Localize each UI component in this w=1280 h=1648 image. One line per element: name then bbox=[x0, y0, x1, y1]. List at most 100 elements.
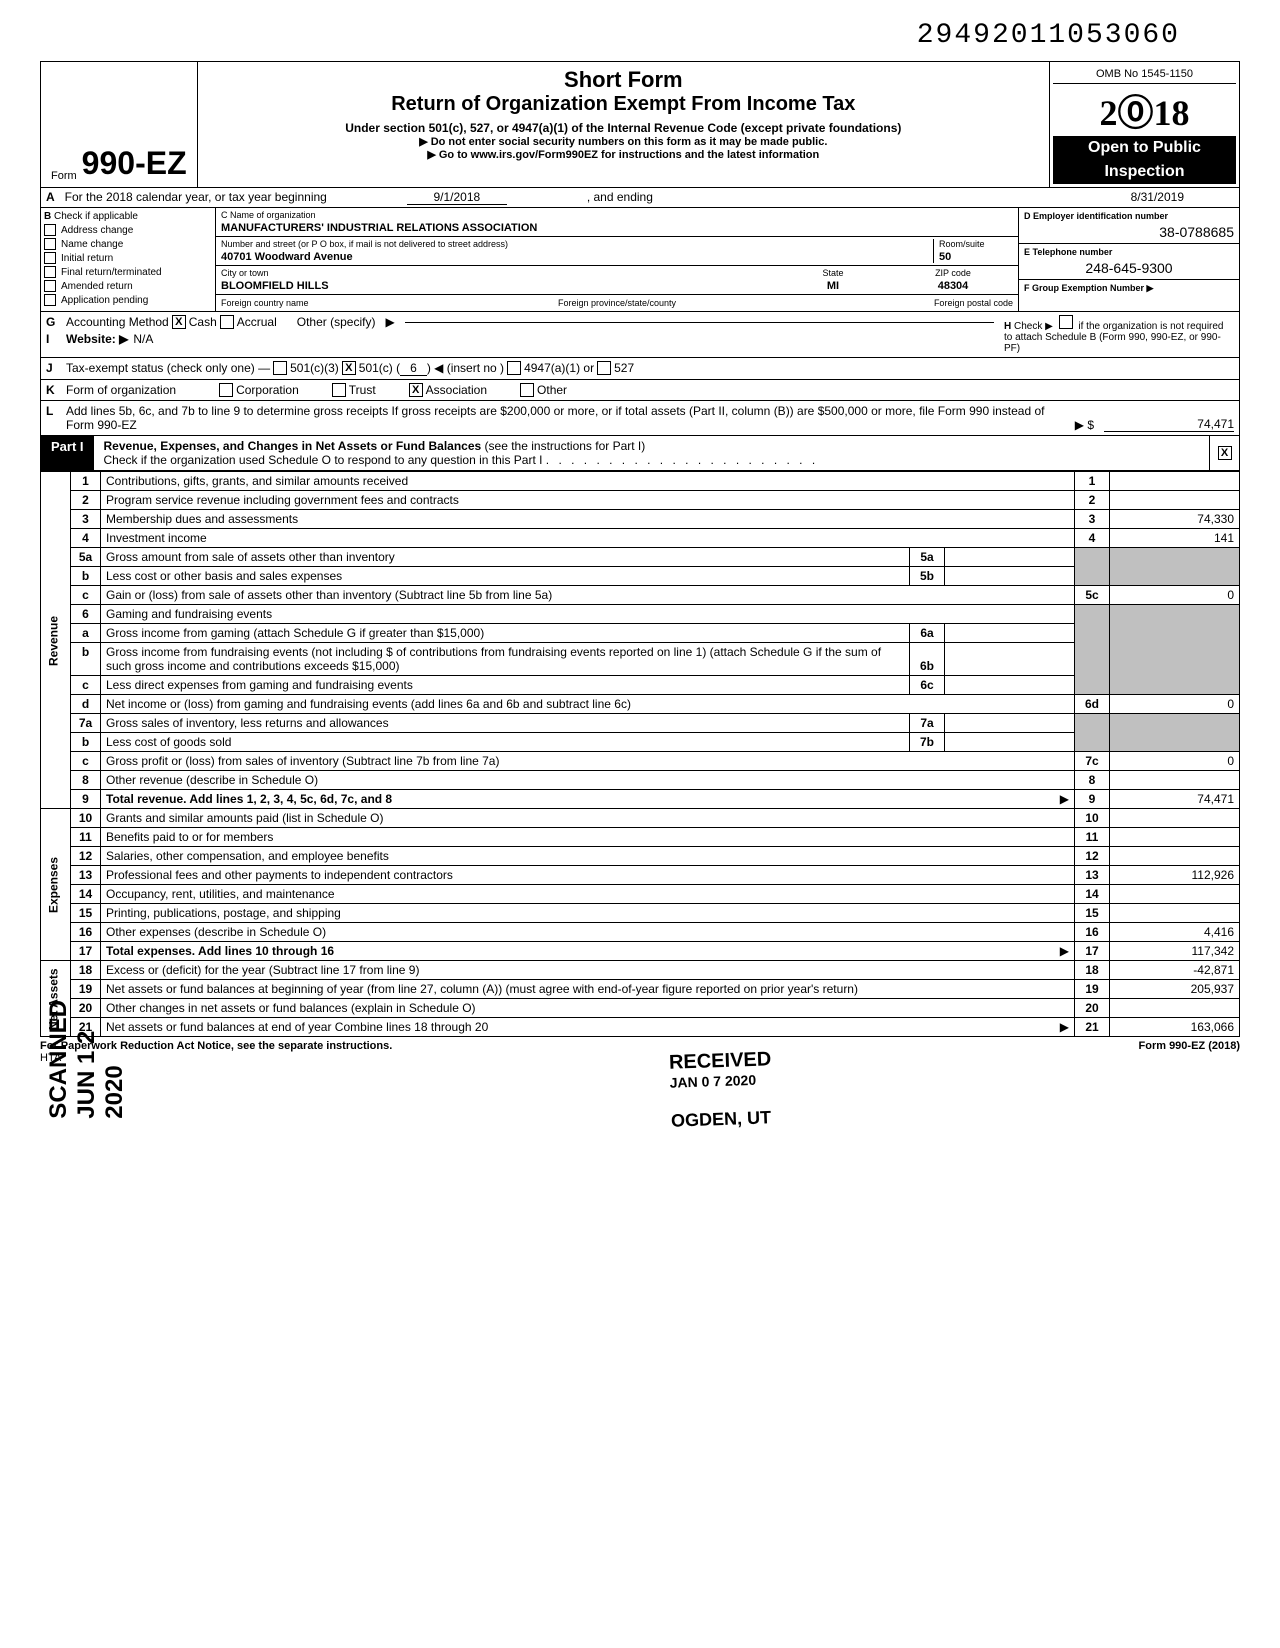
header-row-1: Form 990-EZ Short Form Return of Organiz… bbox=[40, 61, 1240, 188]
line-1-amt bbox=[1110, 472, 1240, 491]
title-box: Short Form Return of Organization Exempt… bbox=[198, 62, 1049, 187]
instruction-2: ▶ Go to www.irs.gov/Form990EZ for instru… bbox=[208, 148, 1039, 161]
cb-trust[interactable] bbox=[332, 383, 346, 397]
open-public: Open to Public bbox=[1053, 136, 1236, 160]
line-l-letter: L bbox=[46, 404, 66, 432]
org-name-label: C Name of organization bbox=[221, 210, 1013, 220]
subtitle: Under section 501(c), 527, or 4947(a)(1)… bbox=[208, 121, 1039, 135]
foreign-province-label: Foreign province/state/county bbox=[558, 298, 676, 308]
line-l-arrow: ▶ $ bbox=[1075, 418, 1094, 432]
line-19-amt: 205,937 bbox=[1110, 980, 1240, 999]
cb-name-change[interactable]: Name change bbox=[44, 238, 212, 250]
cb-h[interactable] bbox=[1059, 315, 1073, 329]
cb-association[interactable]: X bbox=[409, 383, 423, 397]
line-a-letter: A bbox=[46, 190, 55, 205]
line-l-text: Add lines 5b, 6c, and 7b to line 9 to de… bbox=[66, 404, 1065, 432]
part-1-title: Revenue, Expenses, and Changes in Net As… bbox=[94, 436, 1209, 470]
cb-accrual[interactable] bbox=[220, 315, 234, 329]
line-10-amt bbox=[1110, 809, 1240, 828]
cb-501c[interactable]: X bbox=[342, 361, 356, 375]
street-label: Number and street (or P O box, if mail i… bbox=[221, 239, 933, 249]
column-b: B Check if applicable Address change Nam… bbox=[41, 208, 216, 311]
line-6b-sub bbox=[945, 643, 1075, 676]
line-18-amt: -42,871 bbox=[1110, 961, 1240, 980]
line-l-value: 74,471 bbox=[1104, 417, 1234, 432]
line-6c-sub bbox=[945, 676, 1075, 695]
return-title: Return of Organization Exempt From Incom… bbox=[208, 93, 1039, 116]
line-4-amt: 141 bbox=[1110, 529, 1240, 548]
line-g-letter: G bbox=[46, 315, 66, 329]
line-11-amt bbox=[1110, 828, 1240, 847]
short-form-label: Short Form bbox=[208, 67, 1039, 93]
line-17-amt: 117,342 bbox=[1110, 942, 1240, 961]
cb-final-return[interactable]: Final return/terminated bbox=[44, 266, 212, 278]
omb-year-box: OMB No 1545-1150 2⓪201818 Open to Public… bbox=[1049, 62, 1239, 187]
state-label: State bbox=[773, 268, 893, 278]
part1-schedule-o-check[interactable]: X bbox=[1218, 446, 1232, 460]
cb-initial-return[interactable]: Initial return bbox=[44, 252, 212, 264]
line-8-amt bbox=[1110, 771, 1240, 790]
cb-amended-return[interactable]: Amended return bbox=[44, 280, 212, 292]
line-i-label: Website: ▶ bbox=[66, 332, 128, 346]
line-k-label: Form of organization bbox=[66, 383, 176, 397]
document-number: 29492011053060 bbox=[40, 20, 1240, 51]
end-date: 8/31/2019 bbox=[1131, 190, 1184, 205]
state: MI bbox=[773, 280, 893, 292]
cb-527[interactable] bbox=[597, 361, 611, 375]
city-label: City or town bbox=[221, 268, 773, 278]
ein-label: D Employer identification number bbox=[1024, 211, 1234, 221]
line-9-amt: 74,471 bbox=[1110, 790, 1240, 809]
line-12-amt bbox=[1110, 847, 1240, 866]
scanned-stamp: SCANNED JUN 1 2 2020 bbox=[45, 1000, 129, 1119]
line-g-i: G Accounting Method XCash Accrual Other … bbox=[40, 312, 1240, 358]
column-d: D Employer identification number 38-0788… bbox=[1019, 208, 1239, 311]
room-label: Room/suite bbox=[939, 239, 1013, 249]
line-3-amt: 74,330 bbox=[1110, 510, 1240, 529]
line-2-amt bbox=[1110, 491, 1240, 510]
ein: 38-0788685 bbox=[1024, 224, 1234, 240]
line-7b-sub bbox=[945, 733, 1075, 752]
line-h-box: H Check ▶ if the organization is not req… bbox=[1004, 315, 1234, 354]
website: N/A bbox=[133, 332, 153, 346]
line-20-amt bbox=[1110, 999, 1240, 1018]
zip-label: ZIP code bbox=[893, 268, 1013, 278]
col-b-header: Check if applicable bbox=[54, 211, 138, 222]
line-a: A For the 2018 calendar year, or tax yea… bbox=[40, 188, 1240, 208]
cb-corporation[interactable] bbox=[219, 383, 233, 397]
line-i-letter: I bbox=[46, 332, 66, 346]
omb-number: OMB No 1545-1150 bbox=[1053, 65, 1236, 84]
group-label: F Group Exemption Number ▶ bbox=[1024, 283, 1234, 294]
instruction-1: ▶ Do not enter social security numbers o… bbox=[208, 135, 1039, 148]
line-5c-amt: 0 bbox=[1110, 586, 1240, 605]
line-7c-amt: 0 bbox=[1110, 752, 1240, 771]
cb-cash[interactable]: X bbox=[172, 315, 186, 329]
part-1-label: Part I bbox=[41, 436, 94, 470]
line-k-letter: K bbox=[46, 383, 66, 397]
cb-other-org[interactable] bbox=[520, 383, 534, 397]
foreign-postal-label: Foreign postal code bbox=[934, 298, 1013, 308]
line-15-amt bbox=[1110, 904, 1240, 923]
cb-application-pending[interactable]: Application pending bbox=[44, 294, 212, 306]
begin-date: 9/1/2018 bbox=[407, 190, 507, 205]
foreign-country-label: Foreign country name bbox=[221, 298, 309, 308]
room: 50 bbox=[939, 251, 1013, 263]
line-h-text: Check ▶ bbox=[1014, 321, 1053, 332]
form-container: 29492011053060 Form 990-EZ Short Form Re… bbox=[40, 20, 1240, 1064]
form-990ez: 990-EZ bbox=[82, 145, 187, 182]
org-name: MANUFACTURERS' INDUSTRIAL RELATIONS ASSO… bbox=[221, 222, 1013, 234]
form-word: Form bbox=[51, 170, 77, 182]
city: BLOOMFIELD HILLS bbox=[221, 280, 773, 292]
line-l: L Add lines 5b, 6c, and 7b to line 9 to … bbox=[40, 401, 1240, 436]
tax-year: 2⓪201818 bbox=[1053, 84, 1236, 136]
cb-501c3[interactable] bbox=[273, 361, 287, 375]
line-5a-sub bbox=[945, 548, 1075, 567]
col-b-letter: B bbox=[44, 211, 51, 222]
main-data-table: Revenue 1 Contributions, gifts, grants, … bbox=[40, 471, 1240, 1037]
phone: 248-645-9300 bbox=[1024, 260, 1234, 276]
line-6a-sub bbox=[945, 624, 1075, 643]
inspection: Inspection bbox=[1053, 160, 1236, 184]
cb-4947[interactable] bbox=[507, 361, 521, 375]
other-specify: Other (specify) bbox=[297, 315, 376, 329]
cb-address-change[interactable]: Address change bbox=[44, 224, 212, 236]
line-j-label: Tax-exempt status (check only one) — bbox=[66, 361, 270, 376]
